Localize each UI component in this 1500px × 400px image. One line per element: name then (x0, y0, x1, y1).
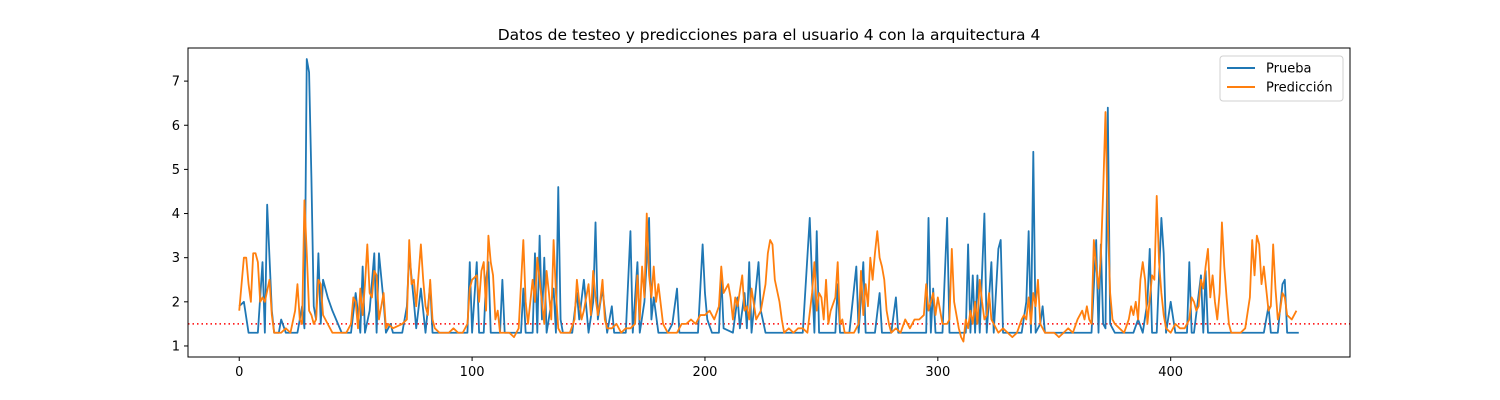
legend-label-prueba: Prueba (1266, 62, 1311, 77)
y-tick-label: 5 (172, 163, 180, 178)
x-tick-label: 200 (693, 365, 718, 380)
x-tick-label: 100 (460, 365, 485, 380)
y-tick-label: 2 (172, 295, 180, 310)
x-tick-label: 400 (1158, 365, 1183, 380)
legend-label-prediccion: Predicción (1266, 81, 1333, 96)
y-tick-label: 1 (172, 339, 180, 354)
x-tick-label: 0 (235, 365, 243, 380)
legend: Prueba Predicción (1219, 55, 1344, 102)
y-tick-label: 6 (172, 119, 180, 134)
x-tick-label: 300 (925, 365, 950, 380)
y-tick-label: 4 (172, 207, 180, 222)
series-line-prueba (238, 58, 1299, 334)
series-line-prediccion (238, 111, 1298, 343)
y-tick-label: 3 (172, 251, 180, 266)
plot-area (187, 47, 1351, 358)
series-layer (238, 58, 1299, 343)
chart-title: Datos de testeo y predicciones para el u… (498, 26, 1041, 44)
x-axis: 0 100 200 300 400 (235, 357, 1183, 380)
y-tick-label: 7 (172, 75, 180, 90)
y-axis: 1 2 3 4 5 6 7 (172, 75, 188, 354)
axes-frame (187, 47, 1351, 358)
